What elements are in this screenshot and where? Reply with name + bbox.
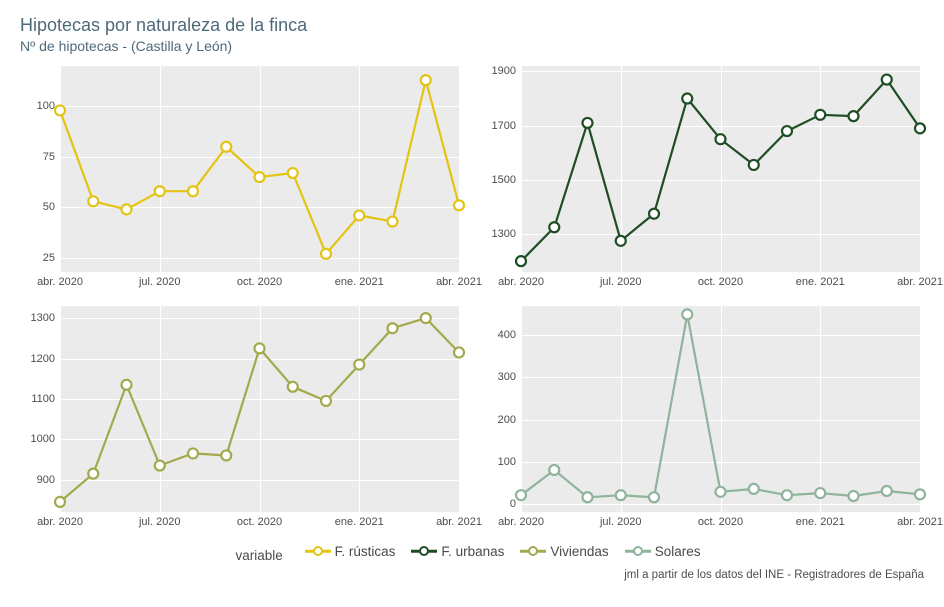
y-tick-label: 1000 — [31, 433, 60, 445]
x-tick-label: ene. 2021 — [335, 272, 384, 288]
caption: jml a partir de los datos del INE - Regi… — [20, 569, 924, 581]
plot-area: 9001000110012001300abr. 2020jul. 2020oct… — [60, 306, 459, 512]
y-tick-label: 50 — [43, 201, 60, 213]
y-tick-label: 1700 — [492, 120, 521, 132]
series-line — [521, 306, 920, 512]
x-tick-label: ene. 2021 — [335, 512, 384, 528]
panel-urbanas: 1300 1500 1700 1900 abr. 2020 jul. 2020 oct. 2… — [481, 62, 924, 292]
page-title: Hipotecas por naturaleza de la finca — [20, 15, 924, 36]
y-tick-label: 25 — [43, 252, 60, 264]
y-tick-label: 1100 — [31, 393, 60, 405]
x-tick-label: abr. 2020 — [498, 512, 544, 528]
legend-title: variable — [236, 548, 283, 563]
y-tick-label: 400 — [498, 329, 521, 341]
legend-item-viviendas: Viviendas — [520, 542, 608, 560]
legend-item-solares: Solares — [625, 542, 701, 560]
x-tick-label: jul. 2020 — [600, 272, 642, 288]
x-tick-label: oct. 2020 — [698, 272, 743, 288]
y-tick-label: 200 — [498, 414, 521, 426]
panel-solares: 0100200300400abr. 2020jul. 2020oct. 2020… — [481, 302, 924, 532]
x-tick-label: ene. 2021 — [796, 512, 845, 528]
plot-area: 1300150017001900abr. 2020jul. 2020oct. 2… — [521, 66, 920, 272]
page-subtitle: Nº de hipotecas - (Castilla y León) — [20, 38, 924, 54]
y-tick-label: 1200 — [31, 353, 60, 365]
x-tick-label: abr. 2020 — [498, 272, 544, 288]
panel-rusticas: 255075100abr. 2020jul. 2020oct. 2020ene.… — [20, 62, 463, 292]
x-tick-label: abr. 2020 — [37, 512, 83, 528]
legend-swatch — [520, 542, 546, 560]
legend-label: F. rústicas — [335, 544, 396, 559]
y-tick-label: 1300 — [492, 228, 521, 240]
y-tick-label: 1300 — [31, 312, 60, 324]
title-block: Hipotecas por naturaleza de la finca Nº … — [20, 15, 924, 54]
x-tick-label: oct. 2020 — [237, 512, 282, 528]
y-tick-label: 900 — [37, 474, 60, 486]
legend-item-rusticas: F. rústicas — [305, 542, 396, 560]
y-tick-label: 300 — [498, 371, 521, 383]
x-tick-label: abr. 2021 — [436, 272, 482, 288]
y-tick-label: 100 — [498, 456, 521, 468]
series-line — [60, 306, 459, 512]
series-line — [60, 66, 459, 272]
x-tick-label: abr. 2021 — [897, 272, 943, 288]
x-tick-label: abr. 2020 — [37, 272, 83, 288]
legend-swatch — [305, 542, 331, 560]
panel-viviendas: 900 1000 1100 1200 1300 abr. 2020 jul. 2020 oct… — [20, 302, 463, 532]
y-tick-label: 1900 — [492, 65, 521, 77]
legend-swatch — [625, 542, 651, 560]
legend-label: F. urbanas — [441, 544, 504, 559]
x-tick-label: abr. 2021 — [436, 512, 482, 528]
x-tick-label: oct. 2020 — [237, 272, 282, 288]
plot-area: 0100200300400abr. 2020jul. 2020oct. 2020… — [521, 306, 920, 512]
legend-label: Solares — [655, 544, 701, 559]
x-tick-label: ene. 2021 — [796, 272, 845, 288]
x-tick-label: jul. 2020 — [139, 512, 181, 528]
legend-item-urbanas: F. urbanas — [411, 542, 504, 560]
plot-area: 255075100abr. 2020jul. 2020oct. 2020ene.… — [60, 66, 459, 272]
chart-grid: 25 50 75 100 abr. 2020 jul. 2020 oct. 2020 ene.… — [20, 62, 924, 532]
x-tick-label: oct. 2020 — [698, 512, 743, 528]
legend: variable F. rústicas F. urbanas Viviendas S… — [20, 542, 924, 563]
y-tick-label: 1500 — [492, 174, 521, 186]
x-tick-label: abr. 2021 — [897, 512, 943, 528]
x-tick-label: jul. 2020 — [139, 272, 181, 288]
x-tick-label: jul. 2020 — [600, 512, 642, 528]
legend-swatch — [411, 542, 437, 560]
legend-label: Viviendas — [550, 544, 608, 559]
series-line — [521, 66, 920, 272]
y-tick-label: 75 — [43, 151, 60, 163]
